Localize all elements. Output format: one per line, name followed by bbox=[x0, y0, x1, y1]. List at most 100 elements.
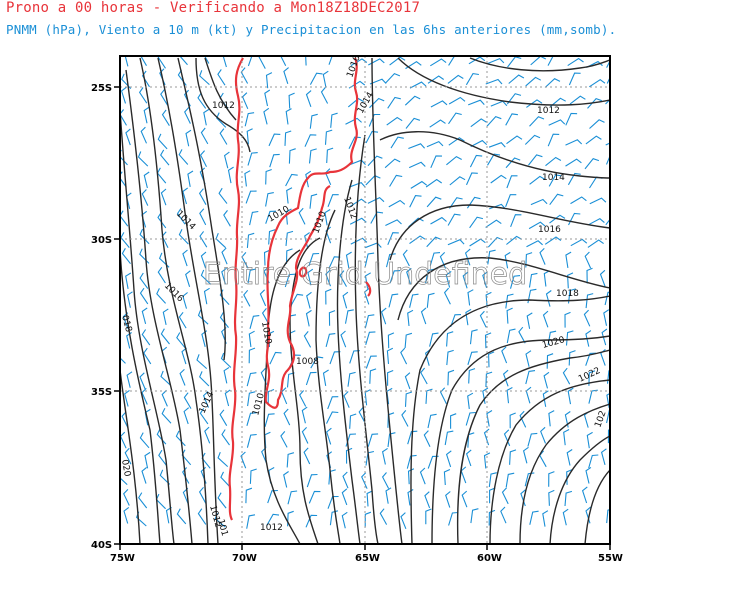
wind-barb bbox=[266, 513, 280, 526]
wind-barb bbox=[306, 473, 318, 488]
wind-barb bbox=[548, 489, 555, 506]
wind-barb bbox=[349, 217, 367, 225]
wind-barb bbox=[305, 90, 312, 107]
wind-barb bbox=[530, 198, 548, 206]
wind-barb bbox=[443, 468, 451, 486]
wind-barb bbox=[464, 248, 471, 266]
wind-barb bbox=[345, 251, 352, 269]
wind-barb bbox=[385, 253, 396, 268]
wind-barb bbox=[285, 230, 294, 246]
wind-barb bbox=[604, 291, 610, 306]
wind-barb bbox=[445, 270, 452, 288]
wind-barb bbox=[385, 72, 401, 84]
wind-barb bbox=[121, 411, 129, 429]
wind-barb bbox=[267, 489, 278, 504]
contour-label: 102 bbox=[593, 409, 608, 429]
wind-barb bbox=[120, 357, 126, 364]
wind-barb bbox=[120, 232, 130, 248]
wind-barb bbox=[157, 56, 166, 69]
x-tick-label: 70W bbox=[232, 553, 257, 564]
wind-barb bbox=[565, 112, 578, 126]
wind-barb bbox=[542, 310, 549, 328]
wind-barb bbox=[525, 350, 532, 367]
wind-barb bbox=[199, 231, 208, 248]
wind-barb bbox=[409, 293, 419, 308]
wind-barb bbox=[138, 87, 148, 104]
wind-barb bbox=[570, 196, 587, 205]
wind-barb bbox=[160, 149, 170, 166]
wind-barb bbox=[325, 226, 332, 244]
wind-barb bbox=[389, 56, 406, 66]
wind-barb bbox=[446, 349, 454, 366]
wind-barb bbox=[185, 270, 191, 287]
wind-barb bbox=[488, 142, 506, 148]
contour-label: 1016 bbox=[538, 225, 561, 235]
isobar-line bbox=[489, 379, 610, 544]
wind-barb bbox=[137, 151, 149, 167]
wind-barb bbox=[430, 155, 443, 169]
wind-barb bbox=[426, 236, 442, 248]
isobar-line bbox=[120, 109, 175, 544]
wind-barb bbox=[449, 197, 463, 209]
wind-barb bbox=[200, 127, 209, 145]
wind-barb bbox=[343, 391, 350, 408]
wind-barb bbox=[365, 175, 381, 186]
wind-barb bbox=[305, 170, 312, 188]
wind-barb bbox=[400, 347, 408, 365]
isobar-line bbox=[379, 131, 610, 179]
wind-barb bbox=[487, 249, 496, 265]
contour-label: 1008 bbox=[296, 357, 319, 367]
wind-barb bbox=[425, 178, 443, 188]
wind-barb bbox=[508, 74, 525, 84]
wind-barb bbox=[322, 70, 329, 88]
wind-barb bbox=[460, 466, 467, 484]
wind-barb bbox=[369, 78, 387, 85]
wind-barb bbox=[519, 410, 527, 428]
wind-barb bbox=[470, 139, 488, 148]
wind-barb bbox=[505, 194, 517, 207]
wind-barb bbox=[588, 218, 605, 226]
isobar-line bbox=[584, 469, 610, 544]
wind-barb bbox=[409, 81, 427, 89]
wind-barb bbox=[546, 353, 554, 369]
wind-barb bbox=[529, 116, 545, 127]
wind-barb bbox=[448, 112, 462, 125]
wind-barb bbox=[408, 161, 426, 169]
wind-barb bbox=[507, 56, 522, 68]
wind-barb bbox=[606, 392, 610, 409]
wind-barb bbox=[120, 470, 128, 486]
wind-barb bbox=[569, 95, 586, 105]
wind-barb bbox=[586, 267, 593, 284]
wind-barb bbox=[216, 112, 227, 128]
wind-barb bbox=[364, 314, 375, 329]
wind-barb bbox=[221, 267, 227, 285]
wind-barb bbox=[303, 331, 312, 348]
wind-barb bbox=[199, 407, 209, 425]
wind-barb bbox=[588, 79, 606, 88]
wind-barb bbox=[342, 471, 349, 489]
wind-barb bbox=[339, 270, 347, 287]
wind-barb bbox=[280, 56, 287, 66]
wind-barb bbox=[485, 78, 503, 85]
wind-barb bbox=[125, 128, 131, 146]
wind-barb bbox=[268, 133, 281, 147]
wind-barb bbox=[187, 170, 194, 187]
wind-barb bbox=[248, 347, 256, 364]
wind-barb bbox=[141, 307, 148, 325]
wind-barb bbox=[139, 228, 150, 245]
isobar-line bbox=[469, 57, 610, 72]
wind-barb bbox=[410, 180, 428, 189]
contour-label: 1012 bbox=[537, 106, 560, 116]
wind-barb bbox=[124, 447, 132, 465]
wind-barb bbox=[469, 216, 484, 229]
wind-barb bbox=[387, 232, 399, 246]
wind-barb bbox=[125, 272, 132, 290]
wind-barb bbox=[488, 472, 497, 488]
wind-barb bbox=[139, 287, 149, 305]
wind-barb bbox=[527, 288, 537, 304]
wind-barb bbox=[386, 347, 394, 364]
wind-barb bbox=[568, 72, 581, 86]
wind-barb bbox=[524, 134, 541, 145]
wind-barb bbox=[326, 147, 334, 164]
wind-barb bbox=[285, 208, 292, 225]
